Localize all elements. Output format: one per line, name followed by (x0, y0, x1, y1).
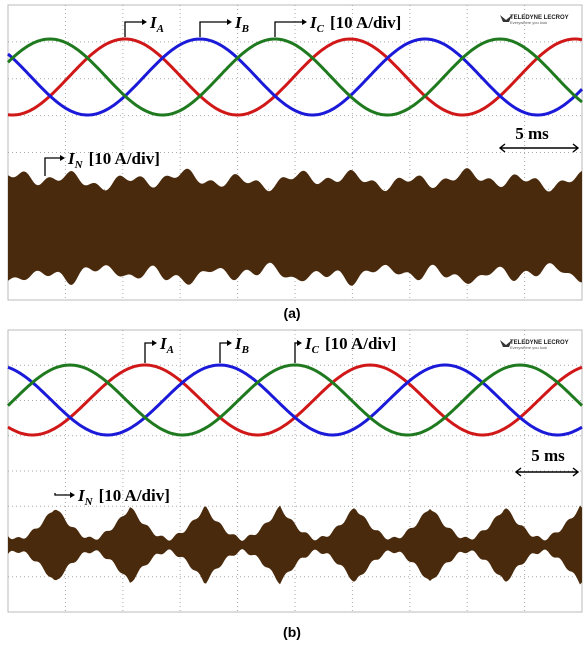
label-subscript: C (312, 344, 320, 356)
label-subscript: A (156, 23, 164, 35)
time-scale-label: 5 ms (515, 124, 549, 143)
caption: (a) (283, 305, 300, 321)
brand-tagline: Everywhere you look (510, 20, 547, 25)
label-subscript: C (317, 23, 325, 35)
caption: (b) (283, 624, 301, 640)
label-scale: [10 A/div] (89, 149, 160, 168)
figure: IAIBIC[10 A/div]IN[10 A/div]5 msTELEDYNE… (0, 0, 584, 647)
label-scale: [10 A/div] (330, 13, 401, 32)
label-subscript: A (166, 344, 174, 356)
label-scale: [10 A/div] (99, 486, 170, 505)
time-scale-label: 5 ms (531, 446, 565, 465)
label-subscript: N (74, 159, 84, 171)
label-scale: [10 A/div] (325, 334, 396, 353)
neutral-current-waveform (8, 168, 582, 286)
label-subscript: B (241, 23, 249, 35)
label-subscript: N (84, 496, 94, 508)
brand-tagline: Everywhere you look (510, 345, 547, 350)
label-subscript: B (241, 344, 249, 356)
